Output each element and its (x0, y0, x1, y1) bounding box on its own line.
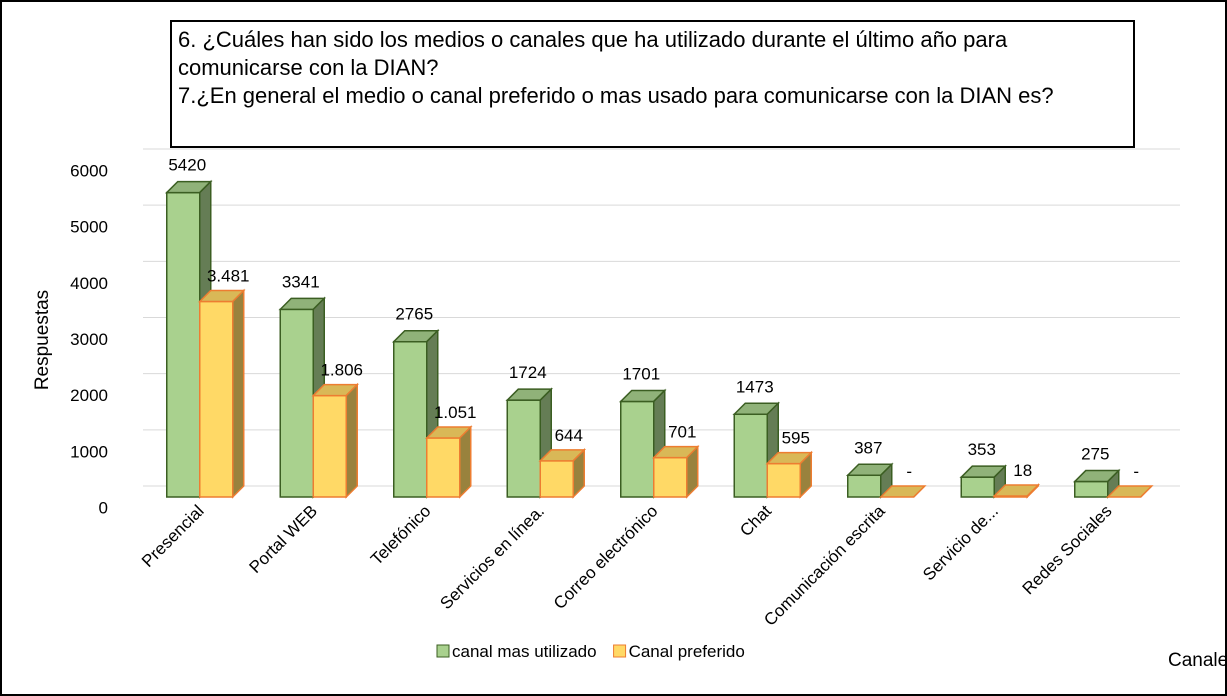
x-tick-label: Servicios en línea. (436, 501, 548, 613)
data-label: 353 (968, 440, 996, 459)
data-label: 3.481 (207, 266, 250, 285)
y-axis-label: Respuestas (32, 290, 53, 390)
data-label: 275 (1081, 445, 1109, 464)
bar-front (960, 476, 995, 498)
data-label: 5420 (168, 156, 206, 175)
data-label: 1.051 (434, 403, 477, 422)
data-label: 1.806 (320, 361, 363, 380)
bar-front (766, 462, 801, 498)
data-label: 1473 (736, 377, 774, 396)
x-axis-label: Canales (1168, 650, 1227, 671)
x-tick-label: Correo electrónico (550, 501, 662, 613)
bar-side (459, 425, 472, 499)
y-tick-label: 0 (99, 498, 108, 517)
bar-side (345, 382, 358, 499)
data-label: 387 (854, 438, 882, 457)
bar-front (199, 300, 234, 498)
bar-side (572, 448, 585, 499)
data-label: - (906, 462, 912, 481)
y-tick-label: 4000 (70, 274, 108, 293)
bar-front (847, 474, 882, 498)
bar-front (1074, 480, 1109, 498)
x-tick-label: Comunicación escrita (760, 501, 889, 630)
y-tick-label: 3000 (70, 330, 108, 349)
bar-side (686, 444, 699, 499)
bar-front (426, 437, 461, 498)
y-tick-label: 6000 (70, 161, 108, 180)
data-label: 2765 (395, 305, 433, 324)
y-tick-label: 1000 (70, 442, 108, 461)
bar-front (279, 308, 314, 498)
legend-label: Canal preferido (629, 642, 745, 661)
y-tick-label: 5000 (70, 218, 108, 237)
bar-front (620, 400, 655, 498)
x-tick-label: Portal WEB (246, 501, 322, 577)
bar-front (393, 340, 428, 498)
y-tick-label: 2000 (70, 386, 108, 405)
data-label: 644 (555, 426, 583, 445)
data-label: 3341 (282, 272, 320, 291)
data-label: 701 (668, 423, 696, 442)
x-tick-label: Chat (736, 501, 775, 540)
bar-front (506, 399, 541, 498)
legend-swatch (436, 644, 450, 658)
data-label: 18 (1013, 461, 1032, 480)
x-tick-label: Servicio de... (919, 501, 1002, 584)
bar-side (1140, 485, 1153, 498)
bar-front (653, 456, 688, 498)
data-label: 595 (782, 429, 810, 448)
bar-front (733, 413, 768, 498)
x-tick-label: Telefónico (367, 501, 435, 569)
data-label: 1724 (509, 363, 547, 382)
legend-label: canal mas utilizado (452, 642, 597, 661)
bar-front (312, 394, 347, 498)
bar-side (1026, 483, 1039, 499)
bar-side (913, 485, 926, 498)
bar-front (166, 191, 201, 498)
x-tick-label: Redes Sociales (1019, 501, 1116, 598)
x-tick-label: Presencial (138, 501, 208, 571)
data-label: 1701 (622, 364, 660, 383)
chart-subtitle: 7.¿En general el medio o canal preferido… (178, 83, 1054, 108)
bar-side (232, 288, 245, 499)
bar-front (539, 460, 574, 498)
chart-title: 6. ¿Cuáles han sido los medios o canales… (178, 27, 1008, 80)
data-label: - (1133, 462, 1139, 481)
legend-swatch (613, 644, 627, 658)
title-box: 6. ¿Cuáles han sido los medios o canales… (170, 20, 1135, 148)
bar-side (799, 450, 812, 499)
